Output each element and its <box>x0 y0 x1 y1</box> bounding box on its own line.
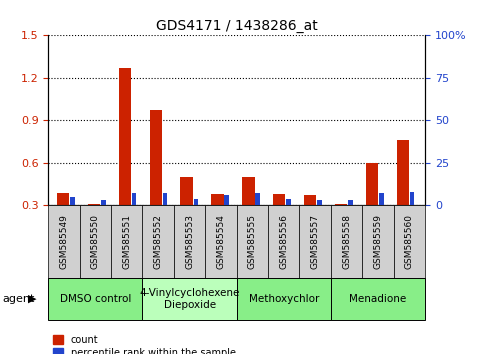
Text: GSM585554: GSM585554 <box>216 214 226 269</box>
Legend: count, percentile rank within the sample: count, percentile rank within the sample <box>53 335 236 354</box>
Text: Methoxychlor: Methoxychlor <box>249 294 319 304</box>
Text: ▶: ▶ <box>28 294 36 304</box>
Bar <box>410 192 414 205</box>
Bar <box>242 177 255 248</box>
Text: GSM585552: GSM585552 <box>154 214 163 269</box>
Bar <box>397 140 409 248</box>
Bar <box>212 194 224 248</box>
Text: GSM585553: GSM585553 <box>185 214 194 269</box>
Bar <box>194 199 198 205</box>
Bar <box>348 200 353 205</box>
Bar <box>366 163 378 248</box>
Bar <box>57 193 69 248</box>
Text: GSM585550: GSM585550 <box>91 214 100 269</box>
Bar <box>88 204 100 248</box>
Bar <box>256 193 260 205</box>
Bar <box>286 199 291 205</box>
Title: GDS4171 / 1438286_at: GDS4171 / 1438286_at <box>156 19 317 33</box>
Text: 4-Vinylcyclohexene
Diepoxide: 4-Vinylcyclohexene Diepoxide <box>140 288 240 310</box>
Bar <box>304 195 316 248</box>
Bar <box>163 193 167 205</box>
Bar <box>70 197 75 205</box>
Text: GSM585560: GSM585560 <box>405 214 414 269</box>
Bar <box>225 195 229 205</box>
Text: GSM585555: GSM585555 <box>248 214 257 269</box>
Text: GSM585559: GSM585559 <box>373 214 383 269</box>
Text: DMSO control: DMSO control <box>60 294 131 304</box>
Text: agent: agent <box>2 294 35 304</box>
Bar <box>317 200 322 205</box>
Bar <box>273 194 285 248</box>
Text: GSM585558: GSM585558 <box>342 214 351 269</box>
Text: Menadione: Menadione <box>349 294 407 304</box>
Text: GSM585551: GSM585551 <box>122 214 131 269</box>
Bar <box>119 68 131 248</box>
Bar <box>379 193 384 205</box>
Bar <box>150 110 162 248</box>
Bar <box>101 200 106 205</box>
Bar <box>132 193 137 205</box>
Text: GSM585549: GSM585549 <box>59 214 69 269</box>
Bar <box>181 177 193 248</box>
Text: GSM585556: GSM585556 <box>279 214 288 269</box>
Text: GSM585557: GSM585557 <box>311 214 320 269</box>
Bar <box>335 204 347 248</box>
